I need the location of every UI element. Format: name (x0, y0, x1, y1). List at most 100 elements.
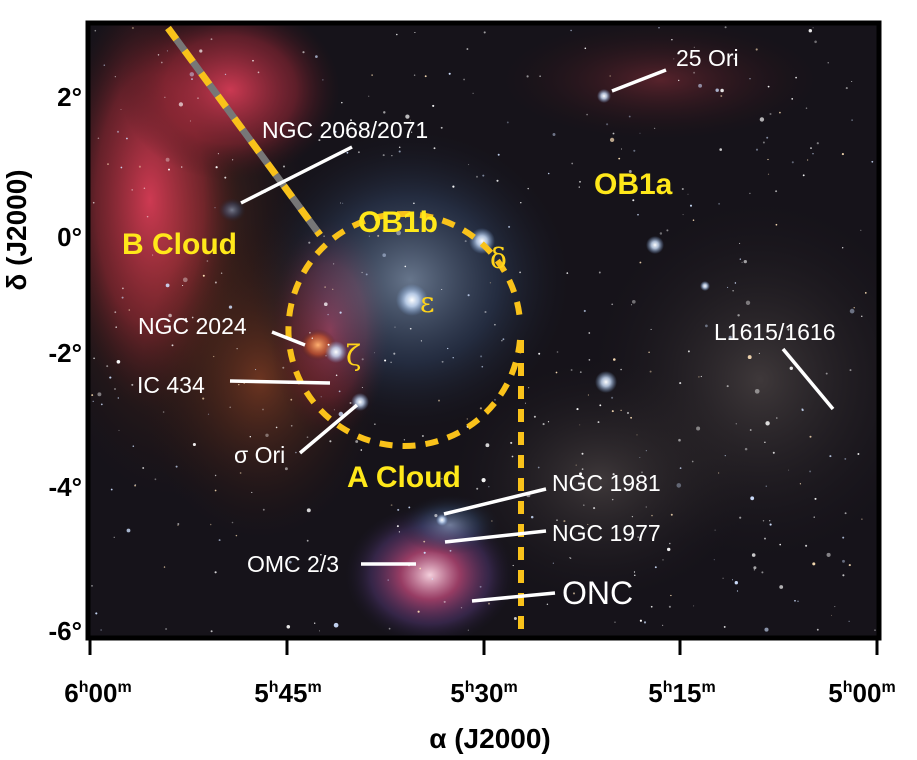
field-star (210, 38, 213, 41)
field-star (714, 529, 716, 531)
field-star (318, 139, 321, 142)
field-star (808, 29, 812, 33)
field-star (420, 340, 422, 342)
field-star (235, 534, 238, 537)
field-star (238, 383, 240, 386)
field-star (723, 625, 726, 628)
field-star (588, 359, 591, 361)
field-star (160, 61, 163, 64)
field-star (618, 157, 621, 160)
field-star (332, 263, 335, 265)
field-star (834, 606, 836, 608)
field-star (396, 33, 398, 36)
field-star (506, 121, 509, 124)
field-star (812, 27, 814, 29)
field-star (524, 402, 527, 404)
field-star (284, 467, 288, 471)
field-star (776, 417, 778, 419)
field-star (612, 132, 615, 135)
ob1b-label: OB1b (358, 206, 438, 239)
y-axis-title: δ (J2000) (1, 169, 32, 290)
field-star (552, 562, 554, 564)
field-star (609, 137, 615, 143)
field-star (126, 137, 128, 140)
field-star (576, 408, 579, 411)
field-star (845, 87, 848, 90)
field-star (579, 180, 581, 183)
field-star (722, 577, 724, 579)
field-star (143, 187, 146, 189)
field-star (302, 51, 305, 54)
field-star (114, 311, 117, 314)
field-star (637, 536, 640, 539)
field-star (128, 309, 131, 311)
field-star (633, 571, 636, 573)
field-star (306, 539, 309, 542)
field-star (801, 409, 804, 412)
field-star (339, 311, 342, 314)
field-star (578, 186, 580, 188)
field-star (687, 193, 689, 195)
field-star (570, 369, 573, 371)
field-star (853, 307, 855, 309)
field-star (417, 610, 420, 613)
field-star (443, 600, 446, 603)
field-star (724, 26, 727, 29)
field-star (467, 294, 470, 297)
field-star (489, 282, 492, 284)
field-star (579, 371, 582, 373)
field-star (333, 622, 339, 628)
field-star (653, 127, 656, 130)
field-star (739, 242, 741, 244)
field-star (252, 59, 254, 62)
field-star (218, 539, 221, 542)
field-star (639, 456, 641, 459)
field-star (94, 29, 97, 32)
field-star (546, 603, 549, 606)
field-star (805, 544, 808, 547)
field-star (409, 119, 412, 121)
ic434-label: IC 434 (137, 372, 205, 398)
field-star (636, 434, 638, 436)
field-star (398, 150, 401, 153)
field-star (736, 590, 739, 592)
field-star (182, 277, 188, 283)
field-star (816, 335, 818, 337)
field-star (438, 399, 440, 402)
field-star (383, 111, 386, 114)
field-star (599, 404, 602, 407)
field-star (772, 451, 775, 454)
field-star (764, 627, 769, 632)
field-star (166, 50, 168, 52)
field-star (861, 315, 863, 317)
field-star (480, 355, 483, 358)
field-star (496, 179, 499, 182)
field-star (91, 585, 93, 587)
field-star (593, 507, 596, 510)
field-star (851, 80, 853, 83)
field-star (275, 426, 278, 429)
field-star (755, 48, 758, 51)
field-star (419, 567, 422, 570)
field-star (628, 170, 632, 173)
field-star (775, 190, 778, 193)
field-star (570, 557, 572, 559)
field-star (288, 560, 292, 564)
field-star (290, 424, 293, 427)
ngc1977-label: NGC 1977 (552, 520, 661, 546)
field-star (734, 282, 737, 284)
field-star (468, 164, 470, 166)
field-star (689, 204, 693, 207)
field-star (318, 630, 321, 632)
field-star (361, 358, 364, 361)
field-star (849, 369, 852, 372)
field-star (827, 62, 829, 64)
field-star (391, 155, 393, 157)
field-star (132, 445, 135, 447)
field-star (787, 328, 790, 331)
field-star (231, 521, 234, 524)
field-star (848, 564, 851, 567)
field-star (114, 388, 116, 390)
field-star (678, 438, 681, 442)
field-star (255, 369, 257, 371)
